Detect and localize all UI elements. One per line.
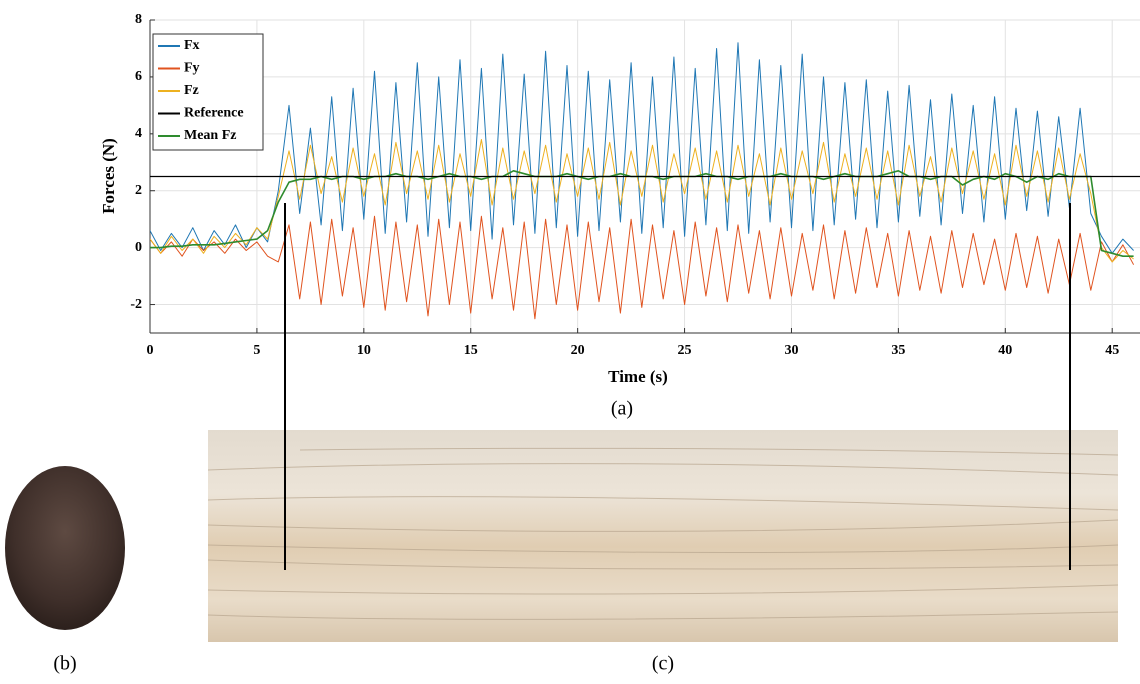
x-tick-label: 5 [253,343,260,358]
x-tick-label: 20 [571,343,585,358]
surface-label: (c) [652,653,674,675]
legend-label: Fx [184,38,200,53]
legend-label: Fz [184,83,199,98]
series-line [150,42,1134,254]
y-tick-label: 4 [135,126,142,141]
panel-label: (a) [611,398,633,420]
x-tick-label: 45 [1105,343,1119,358]
sample-label: (b) [53,653,76,675]
legend-label: Fy [184,61,200,76]
y-tick-label: 8 [135,12,142,27]
legend-label: Mean Fz [184,128,236,143]
y-tick-label: 2 [135,183,142,198]
x-tick-label: 0 [147,343,154,358]
x-tick-label: 30 [784,343,798,358]
series-line [150,170,1134,257]
series-line [150,139,1134,263]
legend-label: Reference [184,106,244,121]
y-tick-label: 0 [135,240,142,255]
x-tick-label: 35 [891,343,905,358]
series-line [150,215,1135,320]
x-tick-label: 10 [357,343,371,358]
sample-photo [5,466,125,630]
x-tick-label: 25 [678,343,692,358]
x-tick-label: 40 [998,343,1012,358]
surface-photo [208,430,1118,642]
y-axis-label: Forces (N) [99,138,118,214]
y-tick-label: 6 [135,69,142,84]
chart: Time (s) Forces (N) (a) 0 5 10 15 20 25 30 35 40… [99,12,1140,420]
x-tick-label: 15 [464,343,478,358]
wood-grain [207,447,1119,620]
x-axis-label: Time (s) [608,367,668,386]
y-tick-label: -2 [130,297,142,312]
